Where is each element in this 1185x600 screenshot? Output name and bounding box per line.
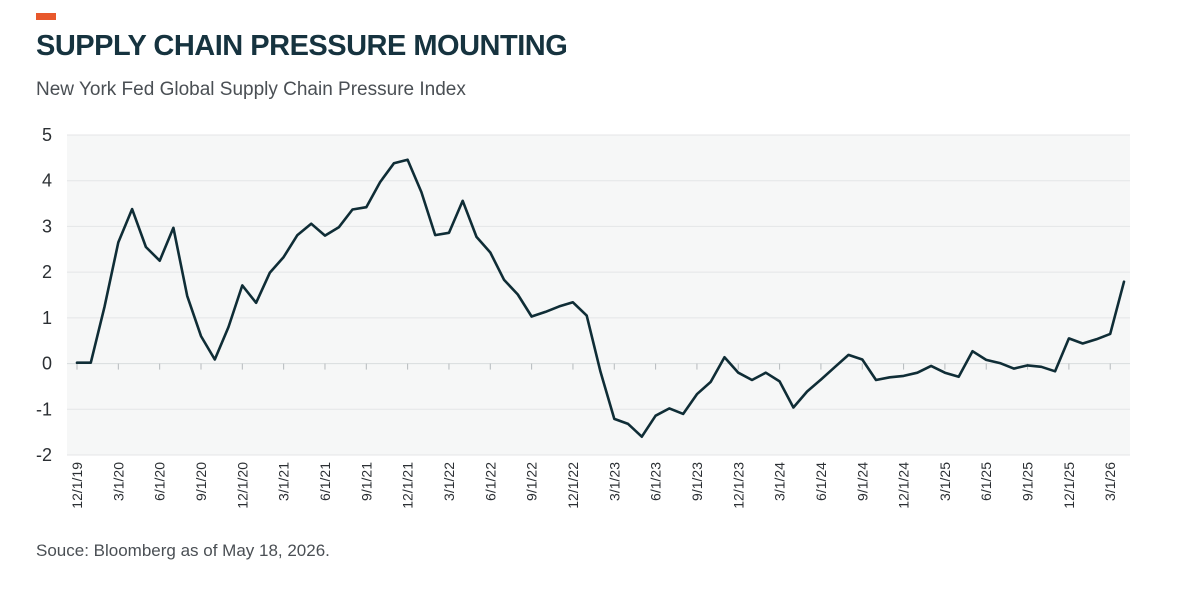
gridlines [67, 134, 1130, 456]
y-axis: 5 4 3 2 1 0 -1 -2 [36, 125, 52, 465]
chart-subtitle: New York Fed Global Supply Chain Pressur… [36, 79, 466, 100]
accent-bar [36, 13, 56, 20]
x-tick-label: 9/1/21 [358, 462, 374, 501]
x-tick-label: 6/1/22 [482, 462, 498, 501]
x-tick-label: 12/1/19 [69, 462, 85, 509]
x-tick-label: 3/1/23 [606, 462, 622, 501]
x-tick-label: 9/1/20 [193, 462, 209, 501]
x-tick-label: 12/1/25 [1061, 462, 1077, 509]
x-tick-label: 12/1/21 [400, 462, 416, 509]
x-tick-label: 9/1/25 [1020, 462, 1036, 501]
x-tick-label: 6/1/23 [648, 462, 664, 501]
series-line [75, 158, 1126, 439]
y-tick-label: 0 [42, 354, 52, 374]
x-tick-label: 9/1/23 [689, 462, 705, 501]
y-tick-label: 4 [42, 171, 52, 191]
x-tick-label: 3/1/21 [276, 462, 292, 501]
x-tick-label: 3/1/25 [937, 462, 953, 501]
x-tick-label: 3/1/26 [1102, 462, 1118, 501]
y-tick-label: -2 [36, 445, 52, 465]
y-tick-label: 5 [42, 125, 52, 145]
x-tick-label: 6/1/20 [152, 462, 168, 501]
y-tick-label: 1 [42, 308, 52, 328]
y-tick-label: 3 [42, 216, 52, 236]
x-tick-label: 9/1/24 [854, 462, 870, 501]
x-tick-label: 12/1/20 [234, 462, 250, 509]
x-tick-label: 12/1/22 [565, 462, 581, 509]
y-tick-label: 2 [42, 262, 52, 282]
x-tick-label: 12/1/24 [896, 462, 912, 509]
x-tick-label: 12/1/23 [730, 462, 746, 509]
chart-title: SUPPLY CHAIN PRESSURE MOUNTING [36, 30, 568, 62]
x-tick-label: 9/1/22 [524, 462, 540, 501]
x-tick-label: 6/1/24 [813, 462, 829, 501]
plot-area [67, 135, 1130, 455]
x-tick-label: 3/1/22 [441, 462, 457, 501]
x-tick-label: 6/1/21 [317, 462, 333, 501]
y-tick-label: -1 [36, 399, 52, 419]
x-axis: 12/1/19 3/1/20 6/1/20 9/1/20 12/1/20 3/1/21 6/… [69, 363, 1118, 509]
x-tick-label: 3/1/20 [110, 462, 126, 501]
x-tick-label: 3/1/24 [772, 462, 788, 501]
source-note: Souce: Bloomberg as of May 18, 2026. [36, 541, 330, 560]
x-tick-label: 6/1/25 [978, 462, 994, 501]
